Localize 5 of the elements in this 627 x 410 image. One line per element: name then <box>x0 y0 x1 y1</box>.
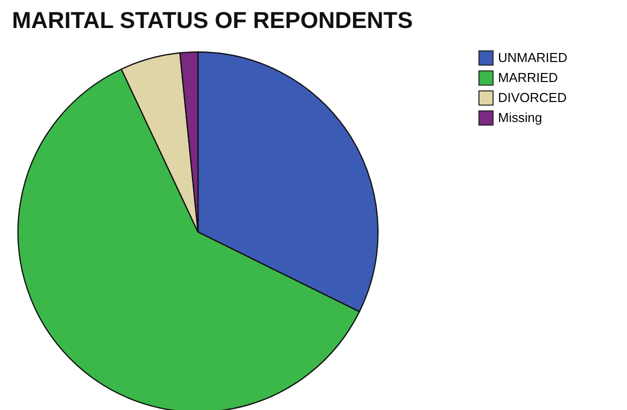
legend-label: UNMARIED <box>498 50 568 65</box>
legend-label: DIVORCED <box>498 90 567 105</box>
legend-label: Missing <box>498 110 542 125</box>
chart-title: MARITAL STATUS OF REPONDENTS <box>12 7 413 33</box>
legend-label: MARRIED <box>498 70 558 85</box>
